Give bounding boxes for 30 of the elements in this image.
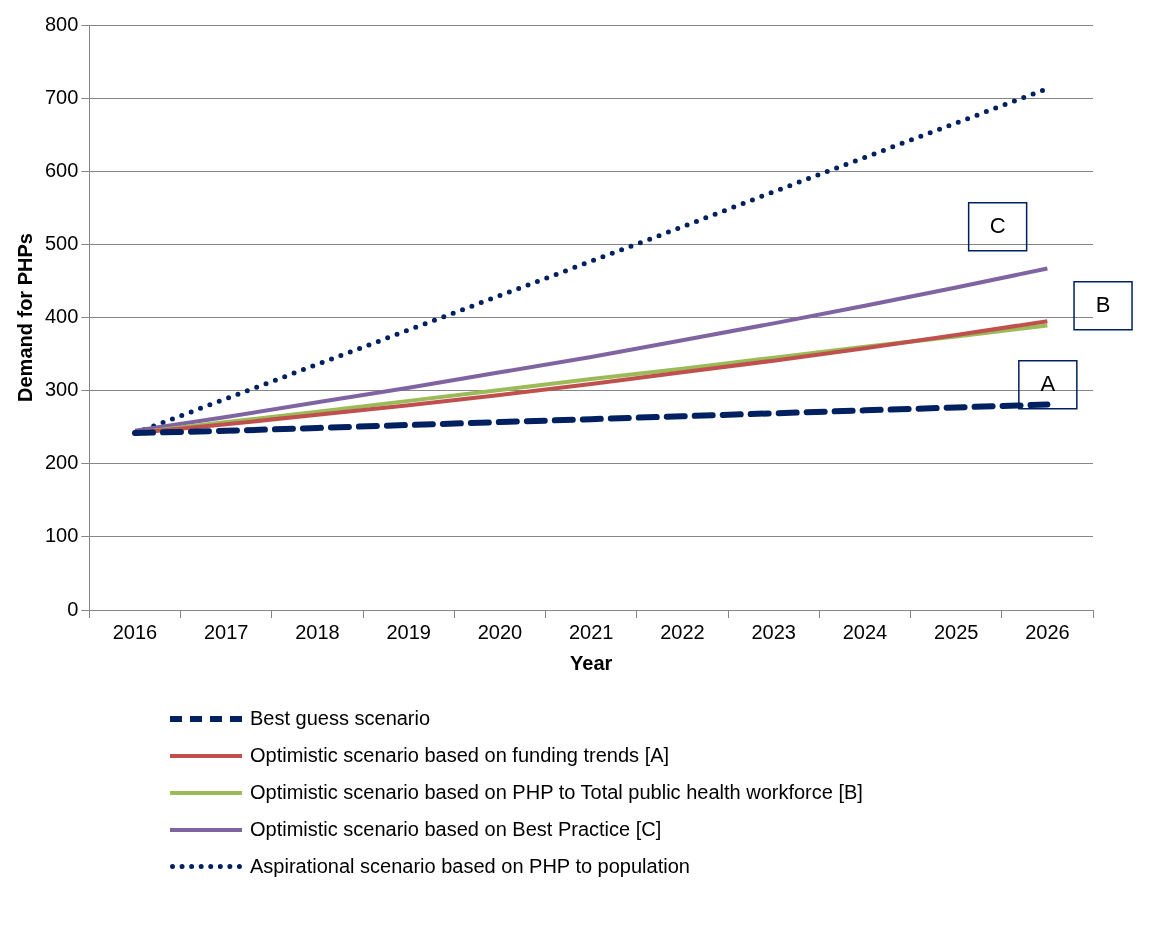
- text: B: [1095, 291, 1111, 317]
- legend-label: Optimistic scenario based on Best Practice [C]: [250, 818, 662, 841]
- y-axis-title: Demand for PHPs: [13, 233, 36, 402]
- x-tick-label: 2024: [842, 620, 888, 643]
- x-tick-label: 2018: [295, 620, 340, 643]
- annotation: A: [1040, 370, 1056, 396]
- y-tick-label: 200: [44, 451, 79, 474]
- x-axis-title: Year: [570, 651, 613, 674]
- y-tick-label: 600: [44, 158, 79, 181]
- x-tick-label: 2025: [933, 620, 979, 643]
- y-tick-label: 300: [44, 378, 79, 401]
- x-tick-label: 2017: [203, 620, 249, 643]
- y-tick-label: 0: [67, 597, 79, 620]
- legend-label: Best guess scenario: [250, 707, 431, 730]
- x-tick-label: 2019: [386, 620, 431, 643]
- y-tick-label: 800: [44, 12, 79, 35]
- x-tick-label: 2021: [568, 620, 614, 643]
- y-tick-label: 400: [44, 305, 79, 328]
- y-tick-label: 100: [44, 524, 79, 547]
- x-tick-label: 2020: [477, 620, 523, 643]
- annotation: C: [989, 212, 1006, 238]
- legend-label: Aspirational scenario based on PHP to population: [250, 855, 690, 878]
- x-tick-label: 2023: [751, 620, 796, 643]
- x-tick-label: 2022: [660, 620, 705, 643]
- y-tick-label: 700: [44, 85, 79, 108]
- x-tick-label: 2026: [1025, 620, 1070, 643]
- legend-label: Optimistic scenario based on PHP to Total public health workforce [B]: [250, 781, 863, 804]
- legend-label: Optimistic scenario based on funding trends [A]: [250, 744, 670, 767]
- x-tick-label: 2016: [112, 620, 158, 643]
- y-tick-label: 500: [44, 231, 79, 254]
